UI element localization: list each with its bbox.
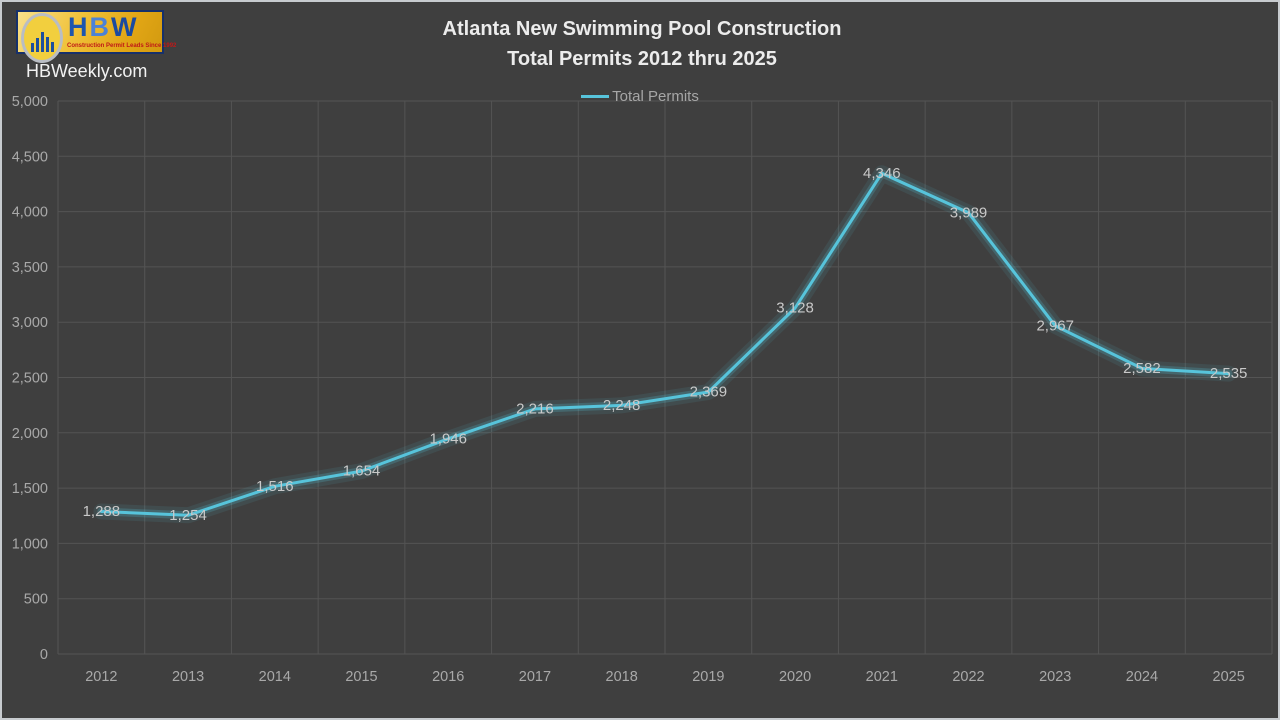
x-axis-tick-label: 2024 xyxy=(1126,669,1158,685)
logo-letter: B xyxy=(89,12,111,42)
hbw-logo-emblem-icon xyxy=(21,13,63,63)
logo-bar-icon xyxy=(35,38,39,52)
y-axis-tick-label: 3,500 xyxy=(12,260,48,276)
x-axis-tick-label: 2022 xyxy=(952,669,984,685)
y-axis-tick-label: 3,000 xyxy=(12,315,48,331)
x-axis-tick-label: 2015 xyxy=(345,669,377,685)
data-point-label: 2,248 xyxy=(603,397,641,414)
x-axis-tick-label: 2020 xyxy=(779,669,811,685)
hbw-logo-wordmark: HBW xyxy=(68,12,138,42)
x-axis-tick-label: 2016 xyxy=(432,669,464,685)
y-axis-tick-label: 1,000 xyxy=(12,536,48,552)
data-point-label: 2,216 xyxy=(516,400,554,417)
chart-title: Atlanta New Swimming Pool Construction T… xyxy=(242,14,1042,74)
logo-letter: H xyxy=(68,12,90,42)
y-axis-tick-label: 500 xyxy=(24,592,48,608)
data-point-label: 2,582 xyxy=(1123,360,1161,377)
logo-bar-icon xyxy=(50,42,54,52)
legend: Total Permits xyxy=(2,87,1278,105)
data-point-label: 3,128 xyxy=(776,300,814,317)
y-axis-tick-label: 2,500 xyxy=(12,371,48,387)
series-line xyxy=(99,171,1231,517)
x-axis-tick-label: 2019 xyxy=(692,669,724,685)
logo-bar-icon xyxy=(40,32,44,52)
data-point-label: 1,654 xyxy=(343,463,381,480)
data-point-label: 1,946 xyxy=(429,430,467,447)
x-axis-tick-label: 2021 xyxy=(866,669,898,685)
x-axis-tick-label: 2023 xyxy=(1039,669,1071,685)
y-axis-tick-label: 4,000 xyxy=(12,205,48,221)
logo-letter: W xyxy=(111,12,139,42)
y-axis-tick-label: 5,000 xyxy=(12,94,48,110)
x-axis-tick-label: 2014 xyxy=(259,669,291,685)
data-point-label: 2,967 xyxy=(1036,317,1074,334)
data-point-label: 1,516 xyxy=(256,478,294,495)
data-point-label: 1,288 xyxy=(83,503,121,520)
x-axis-tick-label: 2013 xyxy=(172,669,204,685)
logo-bar-icon xyxy=(30,43,34,52)
logo-bar-icon xyxy=(45,37,49,52)
legend-label: Total Permits xyxy=(612,87,699,105)
x-axis-tick-label: 2018 xyxy=(606,669,638,685)
chart-title-line1: Atlanta New Swimming Pool Construction xyxy=(442,18,842,40)
data-point-label: 3,989 xyxy=(950,204,988,221)
y-axis-tick-label: 0 xyxy=(40,647,48,663)
logo-tagline: Construction Permit Leads Since 1992 xyxy=(67,43,177,49)
y-axis-tick-label: 1,500 xyxy=(12,481,48,497)
y-axis-tick-label: 2,000 xyxy=(12,426,48,442)
data-point-label: 4,346 xyxy=(863,165,901,182)
data-point-label: 2,535 xyxy=(1210,365,1248,382)
x-axis-tick-label: 2025 xyxy=(1213,669,1245,685)
data-point-label: 1,254 xyxy=(169,507,207,524)
y-axis-tick-label: 4,500 xyxy=(12,149,48,165)
chart-title-line2: Total Permits 2012 thru 2025 xyxy=(507,48,777,70)
x-axis-tick-label: 2012 xyxy=(85,669,117,685)
legend-line-swatch-icon xyxy=(581,94,610,98)
site-name: HBWeekly.com xyxy=(26,61,148,81)
hbw-logo: HBW Construction Permit Leads Since 1992 xyxy=(16,10,176,63)
x-axis-tick-label: 2017 xyxy=(519,669,551,685)
data-point-label: 2,369 xyxy=(690,383,728,400)
